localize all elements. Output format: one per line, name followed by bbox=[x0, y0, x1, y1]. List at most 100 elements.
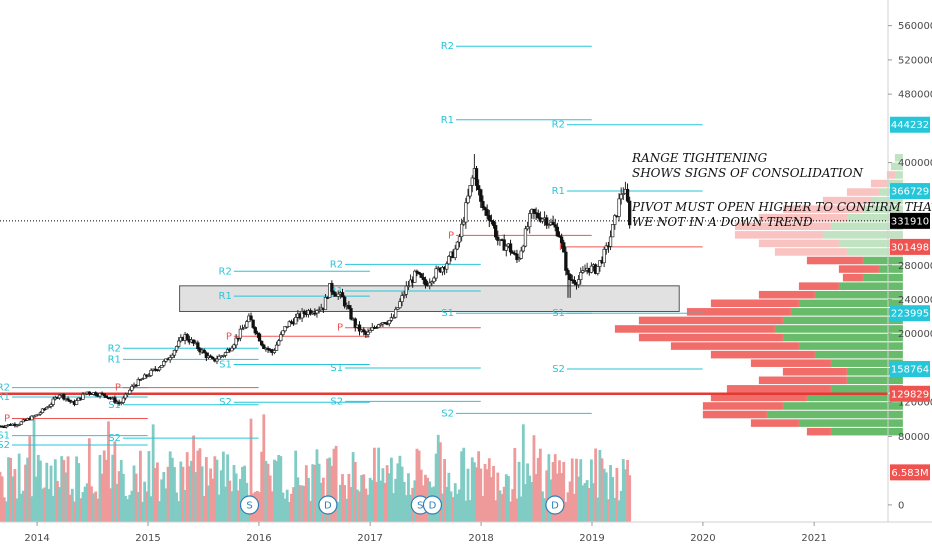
candle-body bbox=[38, 412, 43, 415]
volume-bar bbox=[347, 473, 351, 522]
candle-body bbox=[566, 270, 570, 275]
y-tick-label: 560000 bbox=[898, 21, 932, 32]
candle-body bbox=[370, 327, 374, 331]
volume-bar bbox=[568, 481, 572, 522]
x-tick-label: 2021 bbox=[801, 533, 826, 544]
candle-body bbox=[104, 395, 109, 398]
consolidation-box[interactable] bbox=[179, 285, 680, 312]
candle-body bbox=[491, 220, 496, 226]
volume-bar bbox=[213, 456, 217, 522]
volume-bar bbox=[624, 469, 627, 522]
volume-bar bbox=[407, 473, 410, 522]
candle-body bbox=[564, 251, 568, 271]
event-marker-d[interactable]: D bbox=[545, 495, 565, 515]
volume-bar bbox=[81, 492, 85, 522]
y-tick-label: 80000 bbox=[898, 432, 930, 443]
volume-bar bbox=[39, 460, 42, 522]
profile-bar-down bbox=[758, 213, 847, 222]
pivot-label-r2: R2 bbox=[0, 383, 10, 394]
volume-bar bbox=[373, 447, 376, 522]
event-marker-s[interactable]: S bbox=[239, 495, 260, 515]
volume-bar bbox=[460, 451, 464, 522]
candle-body bbox=[317, 309, 321, 312]
candle-body bbox=[628, 200, 632, 226]
pivot-label-r1: R1 bbox=[552, 186, 565, 197]
volume-bar bbox=[143, 481, 147, 522]
volume-bar bbox=[209, 468, 213, 522]
candle-body bbox=[204, 352, 208, 359]
profile-bar-down bbox=[806, 427, 831, 436]
candle-body bbox=[423, 279, 428, 286]
volume-bar bbox=[121, 473, 125, 522]
pivot-label-s1: S1 bbox=[219, 360, 232, 371]
volume-bar bbox=[328, 457, 332, 522]
volume-bar bbox=[487, 458, 491, 522]
volume-bar bbox=[572, 493, 576, 522]
volume-bar bbox=[145, 491, 149, 522]
volume-bar bbox=[617, 500, 621, 522]
x-tick-label: 2019 bbox=[579, 533, 604, 544]
volume-bar bbox=[87, 438, 91, 522]
volume-bar bbox=[156, 462, 159, 522]
volume-bar bbox=[498, 490, 502, 522]
volume-bar bbox=[24, 464, 27, 522]
volume-bar bbox=[60, 456, 64, 522]
candle-body bbox=[445, 263, 449, 270]
candle-body bbox=[536, 212, 540, 219]
volume-bar bbox=[436, 434, 440, 522]
volume-bar bbox=[111, 454, 115, 522]
pivot-label-p: P bbox=[448, 230, 454, 241]
candle-body bbox=[532, 208, 536, 214]
volume-bar bbox=[17, 453, 21, 522]
candle-body bbox=[389, 317, 394, 321]
event-marker-d[interactable]: D bbox=[422, 495, 443, 515]
volume-bar bbox=[353, 462, 357, 522]
time-axis[interactable]: 2014 2015 2016 2017 2018 2019 2020 2021 bbox=[0, 521, 932, 544]
volume-bar bbox=[283, 498, 287, 522]
candle-body bbox=[221, 355, 226, 357]
volume-bar bbox=[132, 465, 136, 522]
profile-bar-up bbox=[894, 154, 903, 162]
volume-bar bbox=[528, 475, 532, 522]
candle-body bbox=[547, 224, 551, 226]
volume-bar bbox=[90, 486, 93, 522]
candle-body bbox=[408, 279, 413, 287]
y-tick-label: 120000 bbox=[898, 398, 932, 409]
volume-bar bbox=[604, 472, 608, 522]
volume-bar bbox=[628, 475, 632, 522]
candle-body bbox=[551, 221, 555, 226]
volume-bar bbox=[202, 495, 206, 522]
candle-body bbox=[613, 215, 617, 225]
volume-bar bbox=[236, 490, 240, 522]
volume-bar bbox=[538, 448, 542, 522]
volume-bar bbox=[204, 457, 208, 522]
volume-bar bbox=[611, 476, 615, 522]
volume-bar bbox=[434, 453, 438, 522]
volume-bar bbox=[438, 442, 442, 522]
volume-bar bbox=[196, 450, 200, 522]
volume-bar bbox=[475, 467, 478, 522]
price-axis[interactable]: 560000 520000 480000 400000 280000 240000 2000… bbox=[887, 0, 932, 522]
candle-body bbox=[525, 226, 530, 230]
event-marker-d[interactable]: D bbox=[318, 495, 338, 515]
pivot-label-s1: S1 bbox=[441, 308, 454, 319]
svg-text:366729: 366729 bbox=[891, 187, 929, 198]
profile-bar-down bbox=[686, 308, 791, 316]
candle-body bbox=[342, 296, 347, 307]
volume-bar bbox=[207, 485, 210, 522]
volume-bar bbox=[351, 452, 355, 522]
volume-bar bbox=[285, 489, 289, 522]
candle-body bbox=[208, 355, 213, 358]
candle-body bbox=[391, 316, 396, 319]
y-tick-label: 480000 bbox=[898, 90, 932, 101]
profile-bar-up bbox=[878, 265, 903, 273]
candle-body bbox=[294, 317, 298, 325]
profile-bar-up bbox=[814, 350, 903, 359]
candle-body bbox=[583, 269, 587, 272]
candle-body bbox=[130, 386, 134, 391]
volume-bar bbox=[187, 466, 191, 522]
volume-bar bbox=[0, 476, 4, 522]
